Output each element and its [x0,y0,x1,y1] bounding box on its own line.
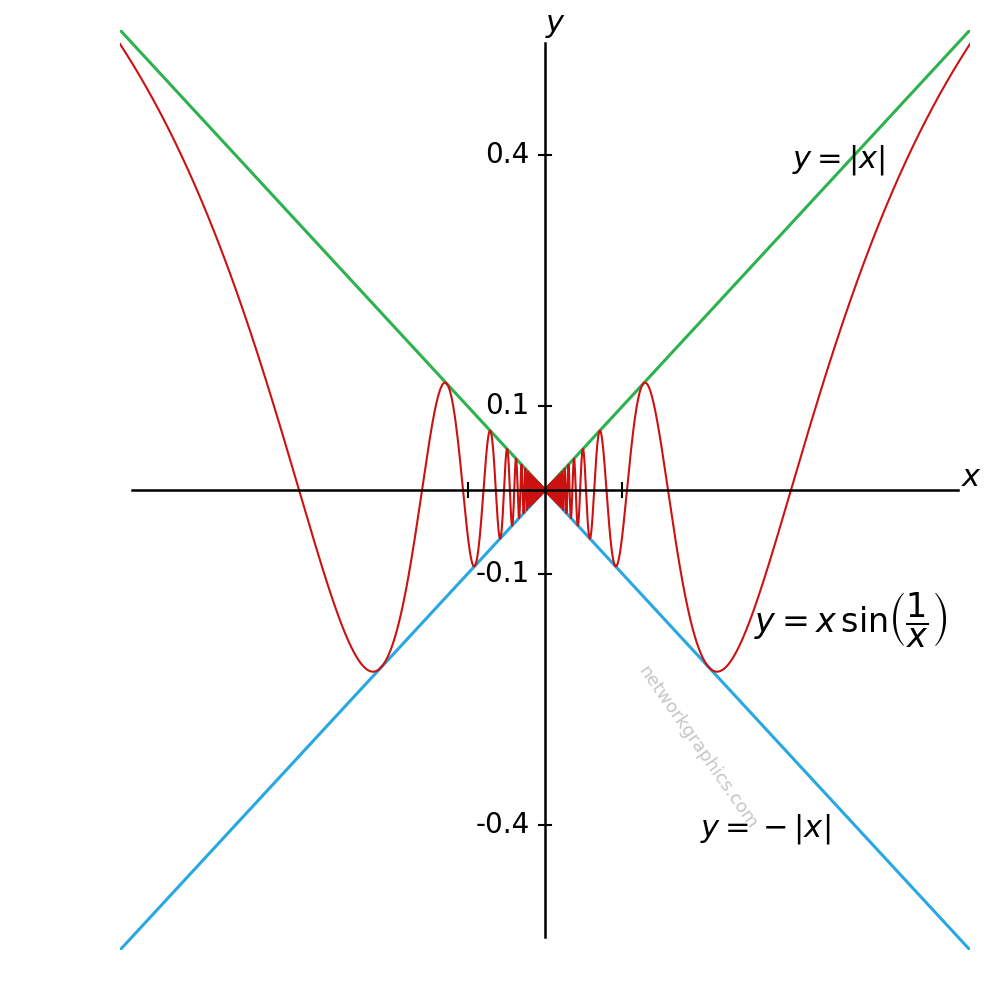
Text: $y = -|x|$: $y = -|x|$ [700,812,830,846]
Text: -0.1: -0.1 [475,560,530,588]
Text: networkgraphics.com: networkgraphics.com [635,663,761,832]
Text: $y = x\,\sin\!\left(\dfrac{1}{x}\right)$: $y = x\,\sin\!\left(\dfrac{1}{x}\right)$ [754,590,947,649]
Text: x: x [962,463,980,492]
Text: 0.4: 0.4 [485,141,530,169]
Text: $y = |x|$: $y = |x|$ [792,143,885,177]
Text: y: y [545,9,563,38]
Text: 0.1: 0.1 [485,392,530,420]
Text: -0.4: -0.4 [475,811,530,839]
